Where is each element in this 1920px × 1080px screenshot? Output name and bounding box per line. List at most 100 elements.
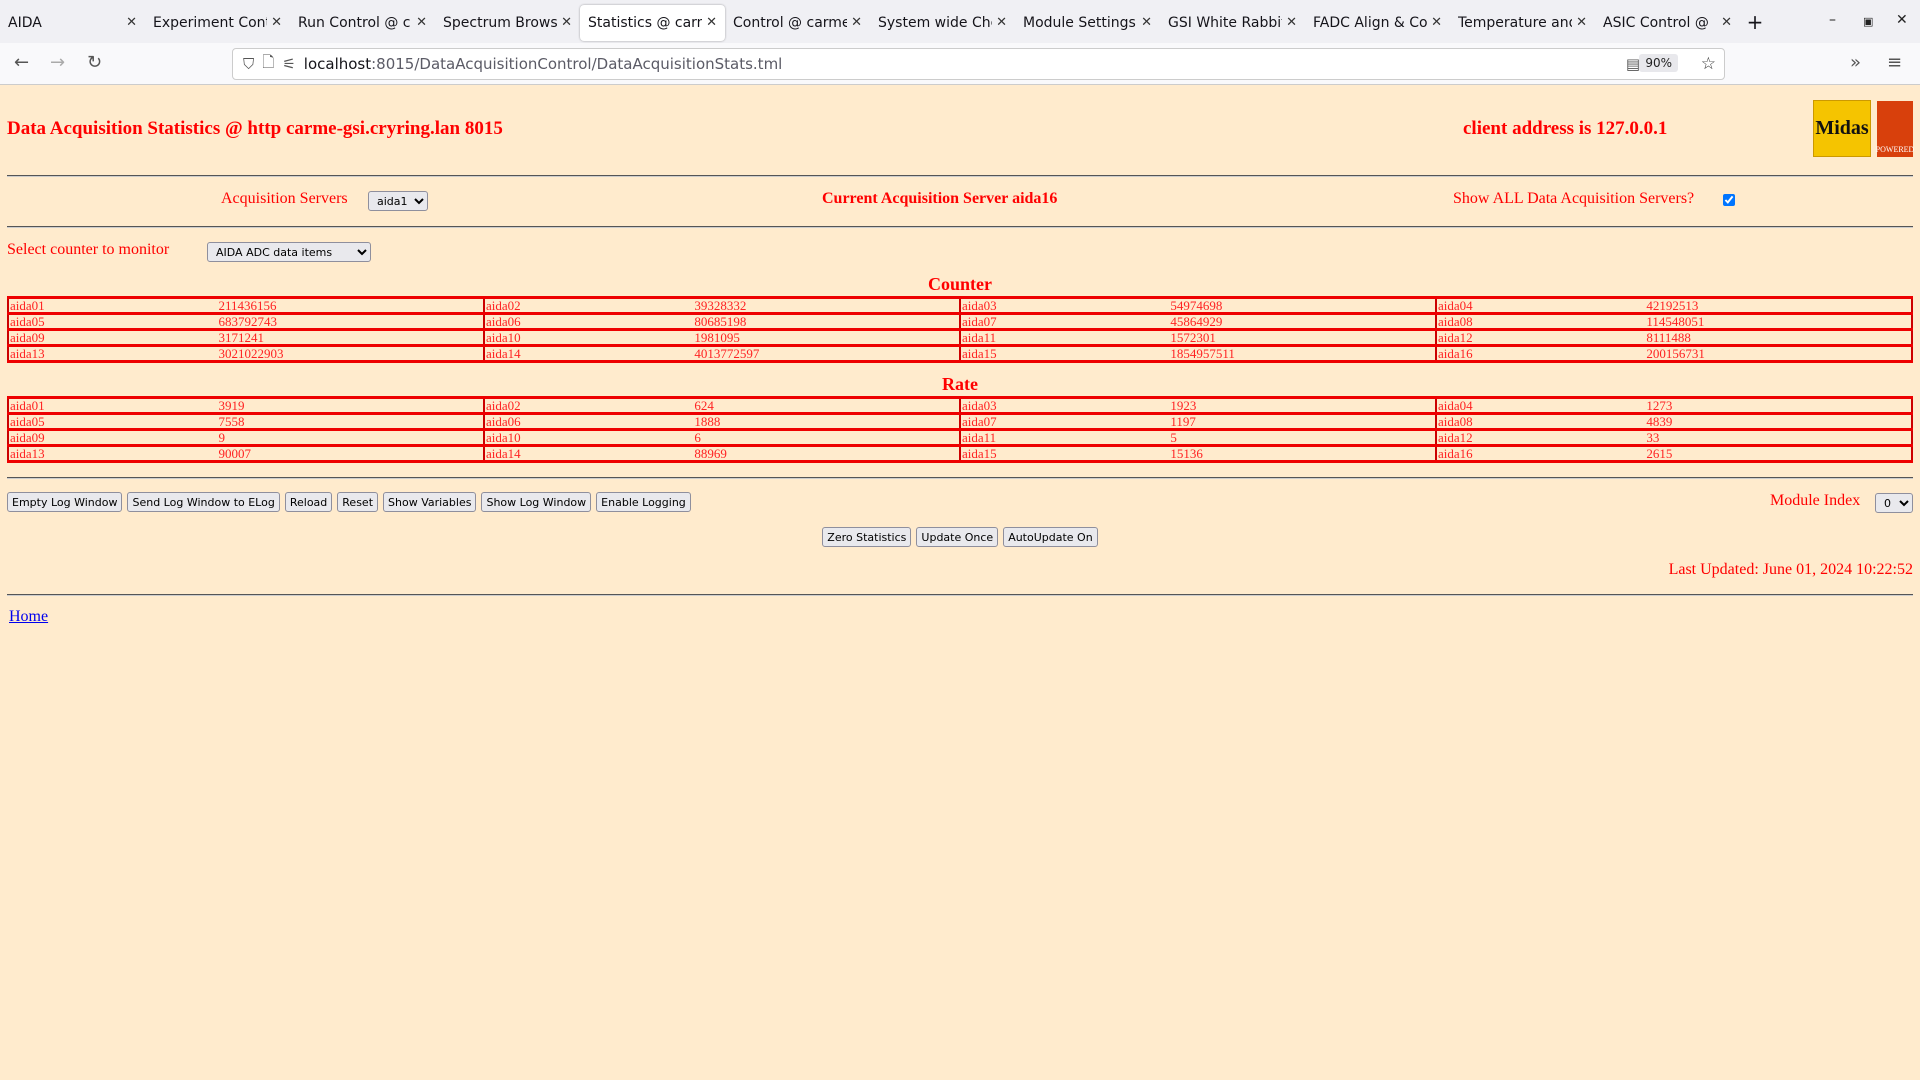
counter-select[interactable]: AIDA ADC data items bbox=[207, 242, 371, 262]
close-tab-icon[interactable]: ✕ bbox=[1141, 15, 1152, 30]
send-log-to-elog-button[interactable]: Send Log Window to ELog bbox=[127, 492, 280, 512]
reset-button[interactable]: Reset bbox=[337, 492, 379, 512]
table-row: aida13 3021022903 aida14 4013772597 aida15 18… bbox=[6, 344, 1913, 363]
zoom-level[interactable]: 90% bbox=[1639, 54, 1678, 72]
close-tab-icon[interactable]: ✕ bbox=[1431, 15, 1442, 30]
channel-name: aida05 bbox=[6, 412, 218, 431]
tab-label: AIDA bbox=[8, 14, 42, 31]
close-tab-icon[interactable]: ✕ bbox=[1286, 15, 1297, 30]
divider bbox=[7, 226, 1913, 228]
tab-label: FADC Align & Co bbox=[1313, 14, 1428, 31]
browser-tab[interactable]: Run Control @ c ✕ bbox=[290, 5, 435, 41]
show-all-checkbox[interactable] bbox=[1723, 194, 1735, 206]
shield-icon[interactable]: ⛉ bbox=[243, 55, 255, 73]
channel-name: aida02 bbox=[482, 296, 694, 315]
module-index-select[interactable]: 0 bbox=[1875, 493, 1913, 513]
browser-tab[interactable]: Experiment Cont ✕ bbox=[145, 5, 290, 41]
reload-button[interactable]: Reload bbox=[284, 492, 333, 512]
channel-value: 5 bbox=[1169, 428, 1436, 447]
browser-tab[interactable]: Module Settings ✕ bbox=[1015, 5, 1160, 41]
channel-name: aida05 bbox=[6, 312, 218, 331]
browser-tab[interactable]: Spectrum Brows ✕ bbox=[435, 5, 580, 41]
close-tab-icon[interactable]: ✕ bbox=[416, 15, 427, 30]
reload-icon[interactable]: ↻ bbox=[87, 52, 103, 73]
module-index-label: Module Index bbox=[1770, 492, 1861, 509]
browser-tab[interactable]: System wide Che ✕ bbox=[870, 5, 1015, 41]
overflow-icon[interactable]: » bbox=[1850, 52, 1862, 73]
tcl-logo: POWERED bbox=[1876, 101, 1914, 157]
close-tab-icon[interactable]: ✕ bbox=[706, 15, 717, 30]
tab-bar: AIDA ✕ Experiment Cont ✕ Run Control @ c ✕ Spe… bbox=[0, 0, 1920, 43]
channel-value: 2615 bbox=[1645, 444, 1913, 463]
show-log-window-button[interactable]: Show Log Window bbox=[481, 492, 592, 512]
zero-statistics-button[interactable]: Zero Statistics bbox=[822, 527, 912, 547]
browser-tab[interactable]: FADC Align & Co ✕ bbox=[1305, 5, 1450, 41]
autoupdate-button[interactable]: AutoUpdate On bbox=[1003, 527, 1098, 547]
channel-name: aida12 bbox=[1434, 428, 1646, 447]
empty-log-window-button[interactable]: Empty Log Window bbox=[7, 492, 123, 512]
channel-name: aida12 bbox=[1434, 328, 1646, 347]
channel-name: aida16 bbox=[1434, 344, 1646, 363]
channel-value: 54974698 bbox=[1169, 296, 1436, 315]
update-once-button[interactable]: Update Once bbox=[916, 527, 999, 547]
browser-tab[interactable]: Temperature and ✕ bbox=[1450, 5, 1595, 41]
close-tab-icon[interactable]: ✕ bbox=[851, 15, 862, 30]
browser-tab[interactable]: Statistics @ carm ✕ bbox=[580, 4, 725, 41]
channel-name: aida02 bbox=[482, 396, 694, 415]
bookmark-star-icon[interactable]: ☆ bbox=[1700, 54, 1716, 74]
reader-view-icon[interactable]: ▤ bbox=[1625, 55, 1640, 73]
permissions-icon[interactable]: ⚟ bbox=[282, 55, 296, 73]
channel-value: 1197 bbox=[1169, 412, 1436, 431]
browser-tab[interactable]: ASIC Control @ ✕ bbox=[1595, 5, 1740, 41]
home-link[interactable]: Home bbox=[9, 608, 49, 625]
divider bbox=[7, 477, 1913, 479]
statistics-button-row: Zero Statistics Update Once AutoUpdate O… bbox=[0, 527, 1920, 547]
client-address: client address is 127.0.0.1 bbox=[1463, 118, 1668, 139]
maximize-button[interactable]: ▣ bbox=[1863, 15, 1874, 28]
channel-value: 45864929 bbox=[1169, 312, 1436, 331]
table-row: aida09 9 aida10 6 aida11 5 aida12 33 bbox=[6, 428, 1913, 447]
tab-label: Control @ carme bbox=[733, 14, 848, 31]
channel-name: aida09 bbox=[6, 428, 218, 447]
menu-icon[interactable]: ≡ bbox=[1887, 52, 1903, 73]
url-path: :8015/DataAcquisitionControl/DataAcquisi… bbox=[371, 55, 783, 73]
channel-name: aida16 bbox=[1434, 444, 1646, 463]
close-tab-icon[interactable]: ✕ bbox=[126, 15, 137, 30]
browser-tab[interactable]: AIDA ✕ bbox=[0, 5, 145, 41]
close-tab-icon[interactable]: ✕ bbox=[996, 15, 1007, 30]
close-window-button[interactable]: ✕ bbox=[1896, 12, 1908, 28]
tab-label: Module Settings bbox=[1023, 14, 1136, 31]
table-row: aida01 3919 aida02 624 aida03 1923 aida04 1273 bbox=[6, 396, 1913, 415]
back-icon[interactable]: ← bbox=[14, 52, 30, 73]
channel-name: aida06 bbox=[482, 312, 694, 331]
channel-name: aida06 bbox=[482, 412, 694, 431]
table-row: aida13 90007 aida14 88969 aida15 15136 aida16 2… bbox=[6, 444, 1913, 463]
browser-tab[interactable]: Control @ carme ✕ bbox=[725, 5, 870, 41]
channel-value: 42192513 bbox=[1645, 296, 1913, 315]
show-variables-button[interactable]: Show Variables bbox=[383, 492, 477, 512]
channel-value: 88969 bbox=[693, 444, 960, 463]
tab-label: Statistics @ carm bbox=[588, 14, 703, 31]
minimize-button[interactable]: – bbox=[1829, 12, 1836, 28]
url-host: localhost bbox=[303, 55, 372, 73]
channel-name: aida15 bbox=[958, 344, 1170, 363]
forward-icon[interactable]: → bbox=[50, 52, 66, 73]
new-tab-button[interactable]: + bbox=[1746, 9, 1764, 34]
close-tab-icon[interactable]: ✕ bbox=[1576, 15, 1587, 30]
channel-name: aida08 bbox=[1434, 412, 1646, 431]
channel-value: 4839 bbox=[1645, 412, 1913, 431]
close-tab-icon[interactable]: ✕ bbox=[561, 15, 572, 30]
channel-value: 4013772597 bbox=[693, 344, 960, 363]
divider bbox=[7, 175, 1913, 177]
tabs: AIDA ✕ Experiment Cont ✕ Run Control @ c ✕ Spe… bbox=[0, 3, 1740, 41]
acquisition-server-select[interactable]: aida16 bbox=[368, 191, 428, 211]
last-updated: Last Updated: June 01, 2024 10:22:52 bbox=[1668, 561, 1913, 578]
enable-logging-button[interactable]: Enable Logging bbox=[596, 492, 691, 512]
channel-value: 683792743 bbox=[217, 312, 484, 331]
close-tab-icon[interactable]: ✕ bbox=[1721, 15, 1732, 30]
browser-tab[interactable]: GSI White Rabbit ✕ bbox=[1160, 5, 1305, 41]
channel-value: 1923 bbox=[1169, 396, 1436, 415]
close-tab-icon[interactable]: ✕ bbox=[271, 15, 282, 30]
acquisition-servers-label: Acquisition Servers bbox=[221, 190, 348, 207]
url-bar[interactable]: ⛉ 🗋 ⚟ localhost:8015/DataAcquisitionCont… bbox=[232, 48, 1725, 80]
